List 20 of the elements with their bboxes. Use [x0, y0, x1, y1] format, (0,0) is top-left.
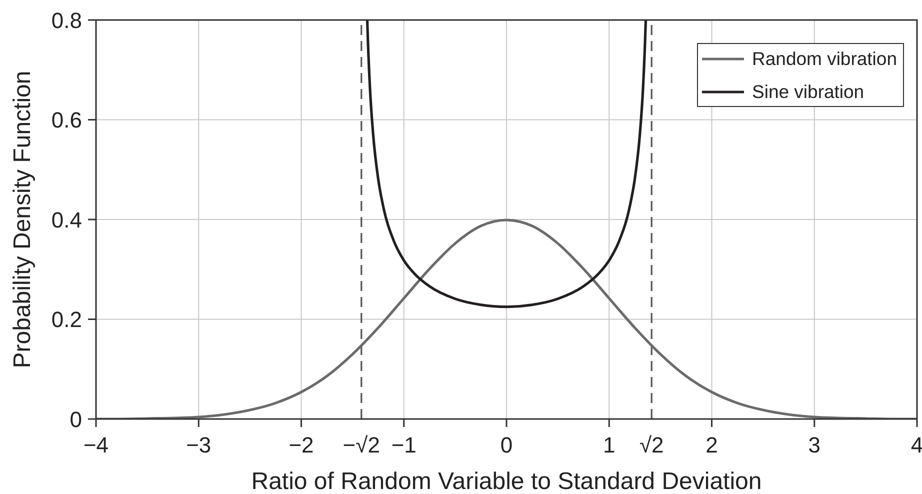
x-axis-title: Ratio of Random Variable to Standard Deviation — [251, 468, 762, 494]
y-axis-title: Probability Density Function — [8, 70, 36, 368]
x-tick-label: 2 — [706, 432, 718, 458]
x-tick-label: −2 — [288, 432, 314, 458]
y-tick-label: 0.2 — [51, 307, 82, 332]
y-tick-label: 0.8 — [51, 8, 82, 33]
line-series — [366, 20, 648, 308]
x-tick-label: 0 — [500, 432, 513, 458]
x-tick-label: 3 — [808, 432, 820, 458]
ref-line-label: −√2 — [342, 432, 380, 458]
legend-label: Random vibration — [752, 47, 897, 71]
x-tick-label: 1 — [603, 432, 616, 458]
y-tick-label: 0 — [70, 406, 82, 432]
y-tick-label: 0.6 — [51, 108, 82, 133]
legend-label: Sine vibration — [752, 80, 864, 104]
x-tick-label: −3 — [186, 432, 212, 458]
ref-line-label: √2 — [639, 432, 664, 458]
x-tick-label: −4 — [83, 432, 109, 458]
x-tick-label: −1 — [391, 432, 416, 458]
y-tick-label: 0.4 — [51, 207, 82, 232]
